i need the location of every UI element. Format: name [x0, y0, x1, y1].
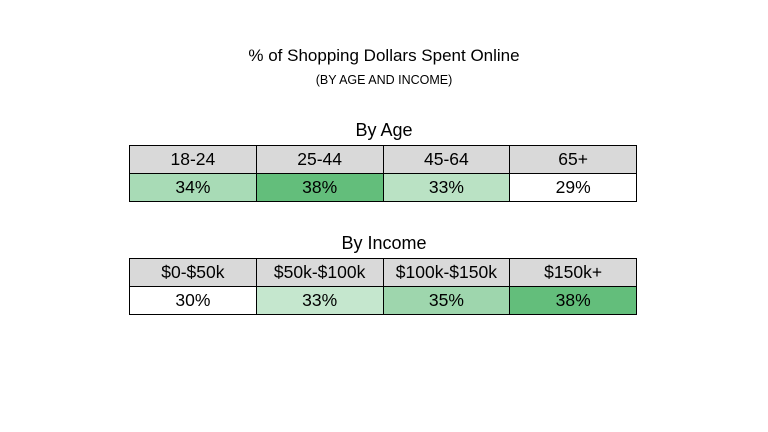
age-header-cell: 18-24: [129, 145, 257, 174]
age-value-cell: 38%: [255, 173, 384, 202]
income-header-cell: $0-$50k: [129, 258, 257, 287]
income-value-cell: 33%: [255, 286, 384, 315]
income-header-cell: $50k-$100k: [255, 258, 384, 287]
income-value-row: 30% 33% 35% 38%: [129, 286, 637, 315]
age-value-row: 34% 38% 33% 29%: [129, 173, 637, 202]
income-header-cell: $100k-$150k: [382, 258, 511, 287]
income-table: $0-$50k $50k-$100k $100k-$150k $150k+ 30…: [129, 258, 637, 315]
income-value-cell: 30%: [129, 286, 257, 315]
income-table-label: By Income: [341, 233, 427, 253]
age-table-label: By Age: [355, 120, 413, 140]
income-header-cell: $150k+: [509, 258, 637, 287]
income-value-cell: 35%: [382, 286, 511, 315]
age-header-row: 18-24 25-44 45-64 65+: [129, 145, 637, 174]
income-value-cell: 38%: [509, 286, 637, 315]
age-header-cell: 45-64: [382, 145, 511, 174]
income-header-row: $0-$50k $50k-$100k $100k-$150k $150k+: [129, 258, 637, 287]
age-value-cell: 34%: [129, 173, 257, 202]
age-value-cell: 33%: [382, 173, 511, 202]
age-table: 18-24 25-44 45-64 65+ 34% 38% 33% 29%: [129, 145, 637, 202]
chart-title: % of Shopping Dollars Spent Online: [248, 46, 520, 65]
age-header-cell: 25-44: [255, 145, 384, 174]
age-value-cell: 29%: [509, 173, 637, 202]
age-header-cell: 65+: [509, 145, 637, 174]
chart-subtitle: (BY AGE AND INCOME): [315, 73, 453, 87]
